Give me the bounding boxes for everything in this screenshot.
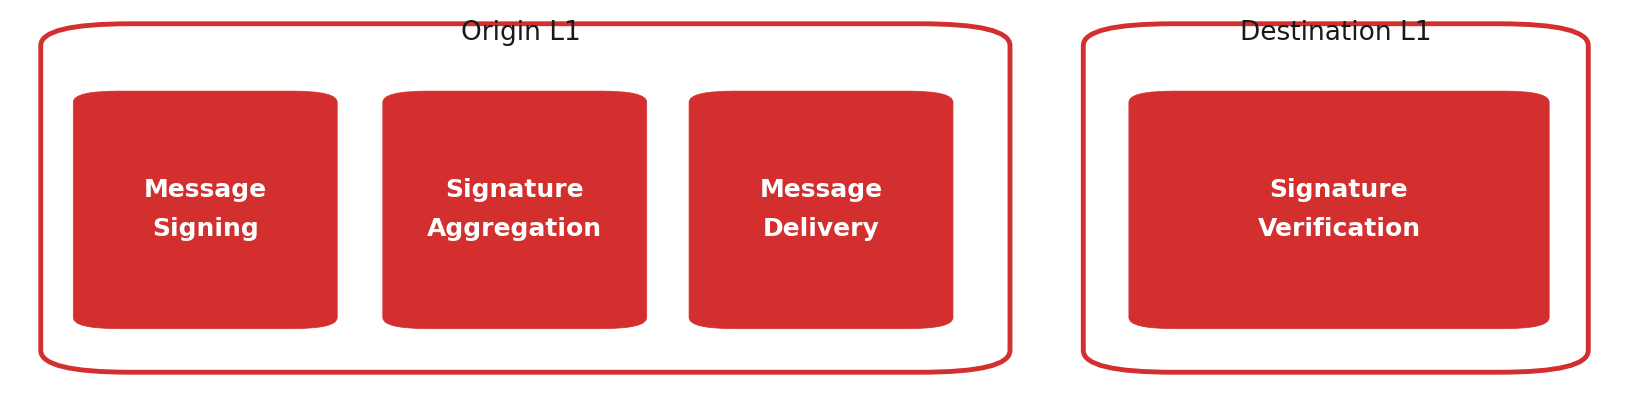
FancyBboxPatch shape [1129, 91, 1549, 329]
Text: Destination L1: Destination L1 [1240, 19, 1432, 46]
FancyBboxPatch shape [1083, 24, 1588, 372]
Text: Message
Signing: Message Signing [143, 178, 267, 242]
FancyBboxPatch shape [689, 91, 953, 329]
Text: Origin L1: Origin L1 [461, 19, 582, 46]
FancyBboxPatch shape [383, 91, 647, 329]
FancyBboxPatch shape [73, 91, 337, 329]
Text: Message
Delivery: Message Delivery [759, 178, 883, 242]
FancyBboxPatch shape [41, 24, 1010, 372]
Text: Signature
Aggregation: Signature Aggregation [427, 178, 603, 242]
Text: Signature
Verification: Signature Verification [1258, 178, 1420, 242]
